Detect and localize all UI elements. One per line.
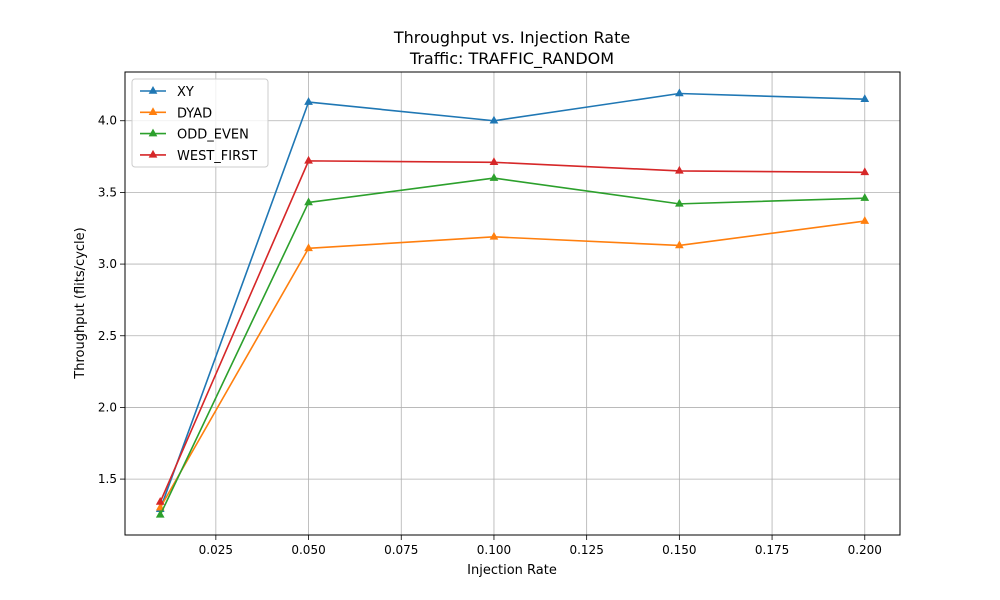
data-point-marker <box>675 88 684 97</box>
chart-subtitle: Traffic: TRAFFIC_RANDOM <box>409 49 614 69</box>
legend-label: DYAD <box>177 106 212 121</box>
data-point-marker <box>155 509 165 518</box>
legend-label: XY <box>177 85 194 100</box>
x-tick-label: 0.175 <box>755 543 789 557</box>
x-tick-label: 0.125 <box>569 543 603 557</box>
series-lines <box>155 88 870 518</box>
legend-label: WEST_FIRST <box>177 149 257 164</box>
data-point-marker <box>304 97 313 105</box>
legend-marker <box>148 86 158 94</box>
x-axis-ticks: 0.025 0.050 0.075 0.100 0.125 0.150 0.175 0.200 <box>199 535 882 557</box>
legend-label: ODD_EVEN <box>177 128 249 143</box>
data-point-marker <box>675 240 684 249</box>
y-tick-label: 4.0 <box>98 114 117 128</box>
legend-marker <box>148 149 158 158</box>
plot-area-frame <box>124 71 901 536</box>
data-point-marker <box>304 155 313 164</box>
y-tick-label: 3.5 <box>98 185 117 199</box>
legend-marker <box>148 128 158 137</box>
x-tick-label: 0.075 <box>384 543 418 557</box>
grid <box>125 72 900 535</box>
x-tick-label: 0.200 <box>848 543 882 557</box>
data-point-marker <box>860 216 870 224</box>
data-point-marker <box>675 198 684 207</box>
data-point-marker <box>860 94 870 102</box>
data-point-marker <box>489 173 499 181</box>
series-line <box>159 160 865 503</box>
x-axis-label: Injection Rate <box>467 563 557 578</box>
chart-title: Throughput vs. Injection Rate <box>393 28 630 47</box>
y-tick-label: 3.0 <box>98 257 117 271</box>
data-point-marker <box>489 157 499 166</box>
legend-marker <box>148 107 158 116</box>
x-tick-label: 0.150 <box>662 543 696 557</box>
series-line <box>159 177 865 516</box>
series-west-first <box>155 155 870 505</box>
series-odd-even <box>155 173 870 518</box>
x-tick-label: 0.050 <box>291 543 325 557</box>
data-point-marker <box>304 243 313 252</box>
series-dyad <box>155 216 870 511</box>
data-point-marker <box>489 115 499 124</box>
y-axis-label: Throughput (flits/cycle) <box>73 227 88 379</box>
y-axis-ticks: 1.5 2.0 2.5 3.0 3.5 4.0 <box>98 114 125 486</box>
data-point-marker <box>155 497 165 505</box>
data-point-marker <box>860 193 870 201</box>
legend-box <box>131 78 269 168</box>
x-tick-label: 0.100 <box>477 543 511 557</box>
legend: XY DYAD ODD_EVEN WEST_FIRST <box>131 78 269 168</box>
data-point-marker <box>860 167 870 176</box>
y-tick-label: 2.0 <box>98 400 117 414</box>
x-tick-label: 0.025 <box>199 543 233 557</box>
y-tick-label: 1.5 <box>98 472 117 486</box>
data-point-marker <box>304 197 313 206</box>
y-tick-label: 2.5 <box>98 329 117 343</box>
data-point-marker <box>675 165 684 174</box>
data-point-marker <box>489 231 499 240</box>
